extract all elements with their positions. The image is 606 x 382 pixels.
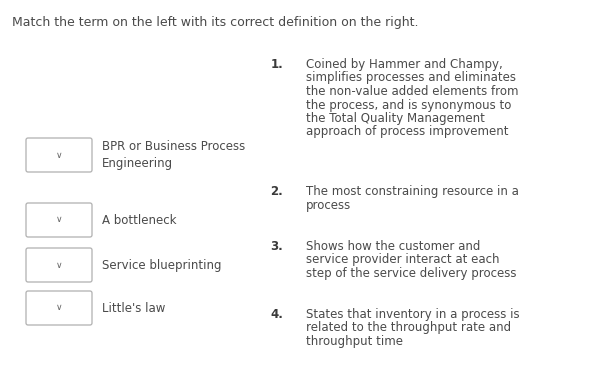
- Text: approach of process improvement: approach of process improvement: [306, 126, 508, 139]
- Text: Service blueprinting: Service blueprinting: [102, 259, 222, 272]
- Text: the non-value added elements from: the non-value added elements from: [306, 85, 519, 98]
- Text: 3.: 3.: [270, 240, 283, 253]
- Text: throughput time: throughput time: [306, 335, 403, 348]
- Text: Little's law: Little's law: [102, 301, 165, 314]
- Text: simplifies processes and eliminates: simplifies processes and eliminates: [306, 71, 516, 84]
- Text: ∨: ∨: [56, 151, 62, 160]
- Text: Shows how the customer and: Shows how the customer and: [306, 240, 481, 253]
- Text: 2.: 2.: [270, 185, 283, 198]
- Text: Match the term on the left with its correct definition on the right.: Match the term on the left with its corr…: [12, 16, 419, 29]
- Text: related to the throughput rate and: related to the throughput rate and: [306, 322, 511, 335]
- Text: 1.: 1.: [270, 58, 283, 71]
- Text: States that inventory in a process is: States that inventory in a process is: [306, 308, 519, 321]
- Text: process: process: [306, 199, 351, 212]
- FancyBboxPatch shape: [26, 291, 92, 325]
- Text: ∨: ∨: [56, 304, 62, 312]
- Text: 4.: 4.: [270, 308, 283, 321]
- Text: The most constraining resource in a: The most constraining resource in a: [306, 185, 519, 198]
- Text: step of the service delivery process: step of the service delivery process: [306, 267, 516, 280]
- Text: service provider interact at each: service provider interact at each: [306, 254, 499, 267]
- Text: Coined by Hammer and Champy,: Coined by Hammer and Champy,: [306, 58, 503, 71]
- FancyBboxPatch shape: [26, 248, 92, 282]
- Text: BPR or Business Process
Engineering: BPR or Business Process Engineering: [102, 140, 245, 170]
- FancyBboxPatch shape: [26, 138, 92, 172]
- Text: ∨: ∨: [56, 215, 62, 225]
- Text: ∨: ∨: [56, 261, 62, 269]
- Text: the process, and is synonymous to: the process, and is synonymous to: [306, 99, 511, 112]
- Text: A bottleneck: A bottleneck: [102, 214, 176, 227]
- Text: the Total Quality Management: the Total Quality Management: [306, 112, 485, 125]
- FancyBboxPatch shape: [26, 203, 92, 237]
